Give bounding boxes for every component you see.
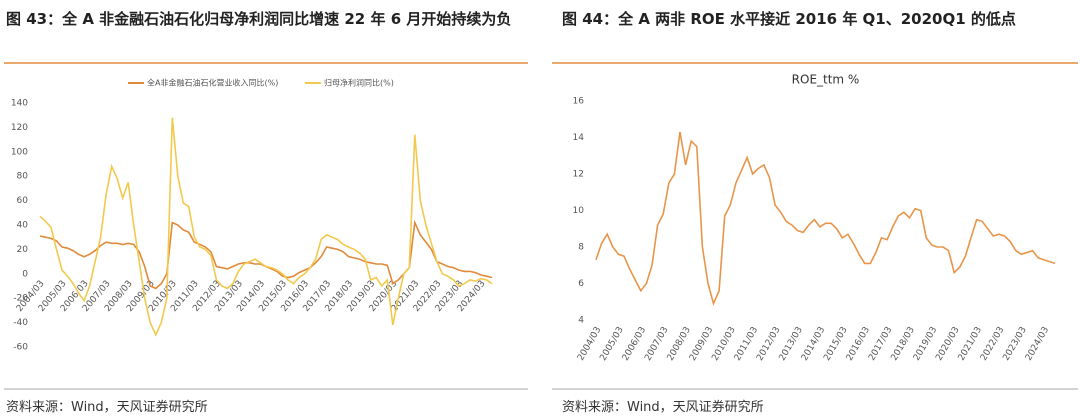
y-tick-label: 140 (11, 99, 28, 109)
figure-caption: 图 43：全 A 非金融石油石化归母净利润同比增速 22 年 6 月开始持续为负 (6, 10, 512, 28)
y-tick-label: 80 (17, 172, 29, 182)
y-tick-label: 12 (573, 170, 584, 180)
data-line (39, 117, 493, 337)
source-note: 资料来源：Wind，天风证券研究所 (562, 400, 764, 415)
y-tick-label: 40 (17, 221, 29, 231)
y-tick-label: 100 (11, 147, 28, 157)
legend-label: 全A非金融石油石化营业收入同比(%) (147, 78, 278, 88)
y-tick-label: 8 (578, 243, 584, 253)
data-line (595, 131, 1056, 306)
data-line (39, 219, 493, 290)
legend-label: 归母净利润同比(%) (324, 78, 394, 88)
y-tick-label: 60 (17, 196, 29, 206)
y-tick-label: -40 (13, 318, 28, 328)
y-tick-label: 120 (11, 123, 28, 133)
y-tick-label: 10 (573, 206, 585, 216)
y-tick-label: -20 (13, 294, 28, 304)
y-tick-label: 14 (573, 133, 585, 143)
source-note: 资料来源：Wind，天风证券研究所 (6, 400, 208, 415)
figure-caption: 图 44：全 A 两非 ROE 水平接近 2016 年 Q1、2020Q1 的低… (562, 10, 1016, 28)
y-tick-label: 4 (578, 316, 584, 326)
y-tick-label: 16 (573, 97, 585, 107)
y-tick-label: -60 (13, 343, 28, 353)
y-tick-label: 6 (578, 279, 584, 289)
y-tick-label: 0 (22, 269, 28, 279)
y-tick-label: 20 (17, 245, 29, 255)
chart-title: ROE_ttm % (792, 73, 860, 87)
